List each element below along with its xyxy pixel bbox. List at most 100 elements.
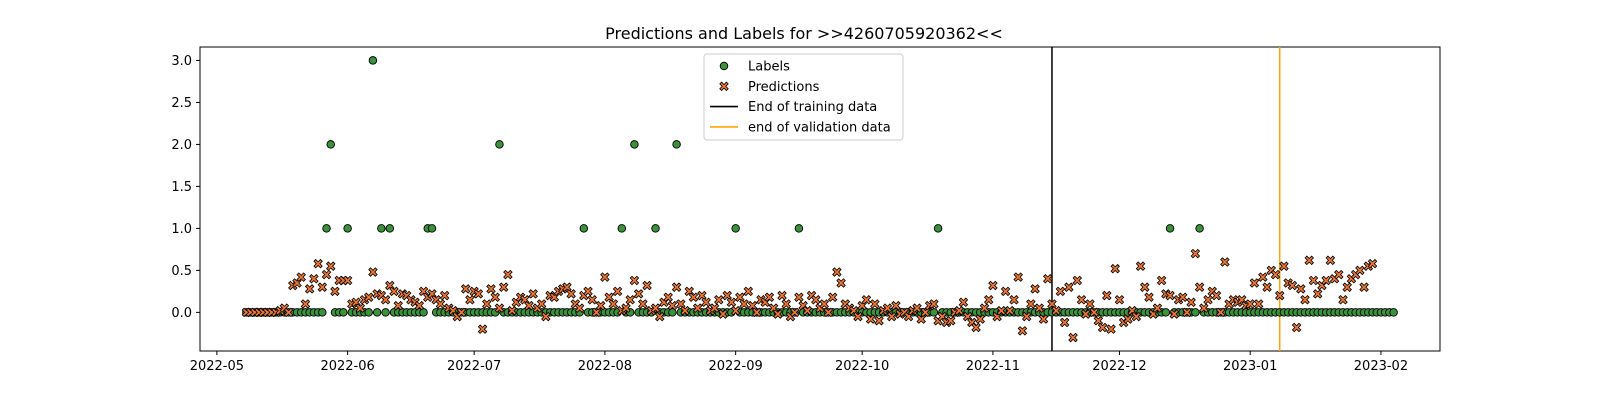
prediction-point xyxy=(304,284,315,294)
prediction-point xyxy=(1000,286,1011,297)
prediction-point xyxy=(802,305,813,316)
x-tick-label: 2022-07 xyxy=(447,359,501,374)
y-axis: 0.0 0.5 1.0 1.5 2.0 2.5 3.0 xyxy=(171,54,200,321)
prediction-point xyxy=(654,311,665,322)
label-point xyxy=(322,224,331,233)
prediction-point xyxy=(321,269,332,280)
prediction-point xyxy=(477,324,488,334)
prediction-point xyxy=(1009,295,1019,305)
legend: Labels Predictions End of training data end… xyxy=(703,53,904,141)
reference-lines xyxy=(1051,47,1281,351)
prediction-point xyxy=(735,292,745,303)
x-axis: 2022-05 2022-06 2022-07 2022-08 2022-09 2022-… xyxy=(190,351,1408,374)
label-point xyxy=(318,308,327,317)
prediction-point xyxy=(945,316,956,326)
prediction-point xyxy=(456,307,467,318)
y-tick-label: 0.0 xyxy=(171,306,192,321)
label-point xyxy=(343,224,352,233)
prediction-point xyxy=(929,299,939,309)
prediction-point xyxy=(393,300,403,311)
prediction-point xyxy=(1287,280,1298,291)
prediction-point xyxy=(823,307,834,318)
prediction-point xyxy=(714,295,724,305)
prediction-point xyxy=(608,299,619,309)
prediction-point xyxy=(811,295,821,305)
label-point xyxy=(794,224,804,233)
x-tick-label: 2022-06 xyxy=(320,359,374,374)
prediction-point xyxy=(1220,257,1230,267)
prediction-point xyxy=(764,292,775,303)
prediction-point xyxy=(671,282,682,292)
prediction-point xyxy=(363,292,374,303)
prediction-point xyxy=(595,300,606,311)
prediction-point xyxy=(827,292,838,303)
prediction-point xyxy=(650,303,661,313)
prediction-point xyxy=(1182,307,1192,318)
prediction-point xyxy=(507,305,517,316)
prediction-point xyxy=(536,299,547,309)
prediction-point xyxy=(638,299,648,309)
prediction-point xyxy=(1005,305,1015,316)
prediction-point xyxy=(355,303,366,313)
prediction-point xyxy=(920,307,931,318)
legend-marker-predictions xyxy=(719,81,729,92)
prediction-point xyxy=(1321,275,1331,286)
prediction-point xyxy=(465,295,475,305)
prediction-point xyxy=(1026,299,1036,309)
prediction-point xyxy=(1135,261,1146,271)
prediction-point xyxy=(296,272,306,282)
label-point xyxy=(579,224,589,233)
legend-label: end of validation data xyxy=(748,120,891,135)
prediction-point xyxy=(1076,295,1087,305)
prediction-point xyxy=(861,295,872,305)
prediction-point xyxy=(870,299,880,309)
prediction-point xyxy=(1068,332,1078,343)
prediction-point xyxy=(777,290,787,301)
prediction-point xyxy=(697,290,707,301)
prediction-point xyxy=(494,303,505,313)
prediction-point xyxy=(1304,255,1315,266)
prediction-point xyxy=(1093,316,1104,326)
x-tick-label: 2022-09 xyxy=(708,359,762,374)
label-point xyxy=(668,308,677,317)
label-point xyxy=(929,308,939,317)
prediction-point xyxy=(1030,284,1040,294)
x-tick-label: 2023-01 xyxy=(1223,359,1277,374)
label-point xyxy=(339,308,348,317)
prediction-point xyxy=(781,299,792,309)
prediction-point xyxy=(1312,289,1323,299)
prediction-point xyxy=(1367,258,1378,269)
label-point xyxy=(630,140,639,149)
prediction-point xyxy=(629,275,640,286)
label-point xyxy=(495,140,504,149)
prediction-point xyxy=(709,303,720,313)
prediction-point xyxy=(988,280,998,291)
label-point xyxy=(377,224,386,233)
prediction-point xyxy=(1325,255,1336,266)
legend-label: End of training data xyxy=(748,100,877,115)
prediction-point xyxy=(1211,290,1222,301)
prediction-point xyxy=(389,286,399,297)
prediction-point xyxy=(1291,322,1302,333)
prediction-point xyxy=(1114,295,1125,305)
prediction-point xyxy=(1072,275,1083,286)
prediction-point xyxy=(819,299,829,309)
prediction-point xyxy=(1165,290,1175,301)
prediction-point xyxy=(912,303,922,313)
legend-label: Predictions xyxy=(748,80,820,95)
prediction-point xyxy=(1102,290,1112,301)
prediction-point xyxy=(498,282,509,292)
prediction-point xyxy=(688,292,699,303)
prediction-point xyxy=(414,300,425,311)
label-point xyxy=(617,224,627,233)
prediction-point xyxy=(747,300,758,311)
prediction-point xyxy=(891,300,901,311)
prediction-point xyxy=(983,295,994,305)
prediction-point xyxy=(1274,290,1285,301)
legend-box xyxy=(703,53,904,141)
prediction-point xyxy=(1186,297,1196,308)
label-point xyxy=(1195,224,1204,233)
prediction-point xyxy=(958,297,969,308)
prediction-point xyxy=(971,322,981,333)
prediction-point xyxy=(789,307,800,318)
